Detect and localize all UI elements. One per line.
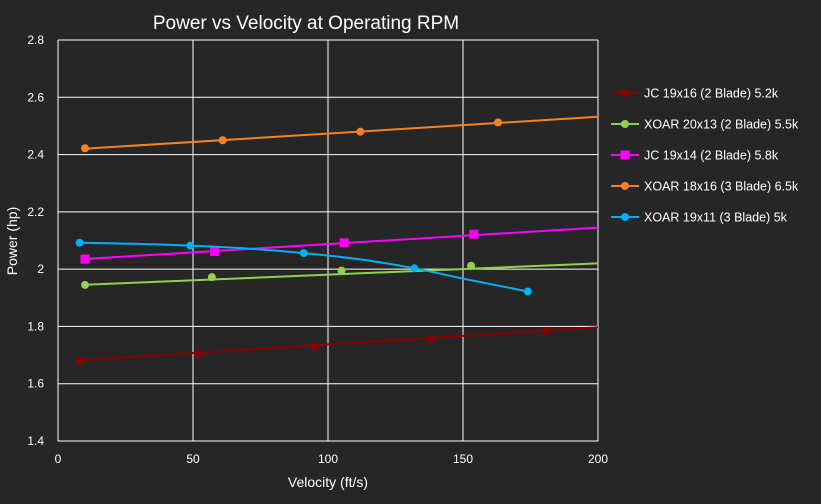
y-tick-label: 1.4 bbox=[27, 434, 44, 448]
y-tick-labels: 1.4 1.6 1.8 2 2.2 2.4 2.6 2.8 bbox=[27, 33, 44, 448]
legend-swatch-marker bbox=[621, 89, 629, 97]
series-0-point-3 bbox=[426, 335, 435, 344]
series-0-line bbox=[79, 326, 599, 362]
series-4-point-3 bbox=[410, 264, 419, 273]
legend-item-3: XOAR 18x16 (3 Blade) 6.5k bbox=[611, 180, 799, 194]
series-0-point-2 bbox=[310, 342, 319, 351]
series-1 bbox=[81, 261, 599, 289]
series-3-line bbox=[82, 115, 599, 150]
legend-label: XOAR 19x11 (3 Blade) 5k bbox=[644, 211, 788, 225]
series-3-point-1 bbox=[218, 136, 227, 145]
series-2 bbox=[80, 226, 599, 264]
x-tick-label: 0 bbox=[55, 452, 62, 466]
x-tick-labels: 0 50 100 150 200 bbox=[55, 452, 609, 466]
y-axis-title: Power (hp) bbox=[4, 207, 20, 275]
series-1-point-0 bbox=[81, 280, 89, 289]
series-4-point-2 bbox=[299, 249, 308, 258]
x-tick-label: 50 bbox=[186, 452, 200, 466]
series-4 bbox=[75, 238, 532, 296]
legend-swatch-marker bbox=[621, 182, 629, 190]
series-3-point-3 bbox=[494, 118, 503, 127]
x-axis-title: Velocity (ft/s) bbox=[288, 474, 368, 490]
series-3 bbox=[81, 115, 599, 153]
series-1-point-3 bbox=[467, 261, 476, 270]
legend-swatch-marker bbox=[621, 120, 629, 128]
y-tick-label: 1.6 bbox=[27, 377, 44, 391]
series-layer bbox=[75, 115, 599, 365]
series-1-point-1 bbox=[207, 273, 216, 282]
legend-item-4: XOAR 19x11 (3 Blade) 5k bbox=[611, 211, 788, 225]
series-0-point-1 bbox=[194, 349, 203, 358]
legend: JC 19x16 (2 Blade) 5.2k XOAR 20x13 (2 Bla… bbox=[611, 87, 799, 225]
legend-label: XOAR 20x13 (2 Blade) 5.5k bbox=[644, 118, 799, 132]
y-tick-label: 2.6 bbox=[27, 90, 44, 104]
y-tick-label: 2.2 bbox=[27, 205, 44, 219]
y-tick-label: 1.8 bbox=[27, 319, 44, 333]
series-0-point-4 bbox=[542, 326, 551, 335]
series-4-point-4 bbox=[523, 287, 532, 296]
series-2-point-0 bbox=[80, 254, 90, 264]
legend-item-1: XOAR 20x13 (2 Blade) 5.5k bbox=[611, 118, 799, 132]
series-1-point-2 bbox=[337, 266, 346, 275]
series-4-point-0 bbox=[75, 238, 84, 247]
series-2-point-3 bbox=[469, 229, 479, 239]
series-4-point-1 bbox=[186, 241, 195, 250]
series-3-point-0 bbox=[81, 144, 89, 153]
chart-title: Power vs Velocity at Operating RPM bbox=[153, 13, 459, 34]
series-2-point-1 bbox=[210, 246, 220, 256]
series-0 bbox=[75, 326, 599, 365]
y-tick-label: 2.4 bbox=[27, 148, 44, 162]
legend-item-2: JC 19x14 (2 Blade) 5.8k bbox=[611, 149, 779, 163]
legend-label: JC 19x14 (2 Blade) 5.8k bbox=[644, 149, 779, 163]
legend-label: JC 19x16 (2 Blade) 5.2k bbox=[644, 87, 779, 101]
series-3-point-2 bbox=[356, 127, 365, 136]
legend-swatch-marker bbox=[621, 213, 629, 221]
y-tick-label: 2.8 bbox=[27, 33, 44, 47]
series-2-point-2 bbox=[339, 238, 349, 248]
legend-item-0: JC 19x16 (2 Blade) 5.2k bbox=[611, 87, 779, 101]
x-tick-label: 150 bbox=[453, 452, 473, 466]
x-tick-label: 200 bbox=[588, 452, 608, 466]
x-tick-label: 100 bbox=[318, 452, 338, 466]
series-0-point-0 bbox=[75, 356, 84, 365]
legend-label: XOAR 18x16 (3 Blade) 6.5k bbox=[644, 180, 799, 194]
grid-layer bbox=[57, 39, 599, 442]
legend-swatch-marker bbox=[620, 150, 630, 160]
y-tick-label: 2 bbox=[37, 262, 44, 276]
